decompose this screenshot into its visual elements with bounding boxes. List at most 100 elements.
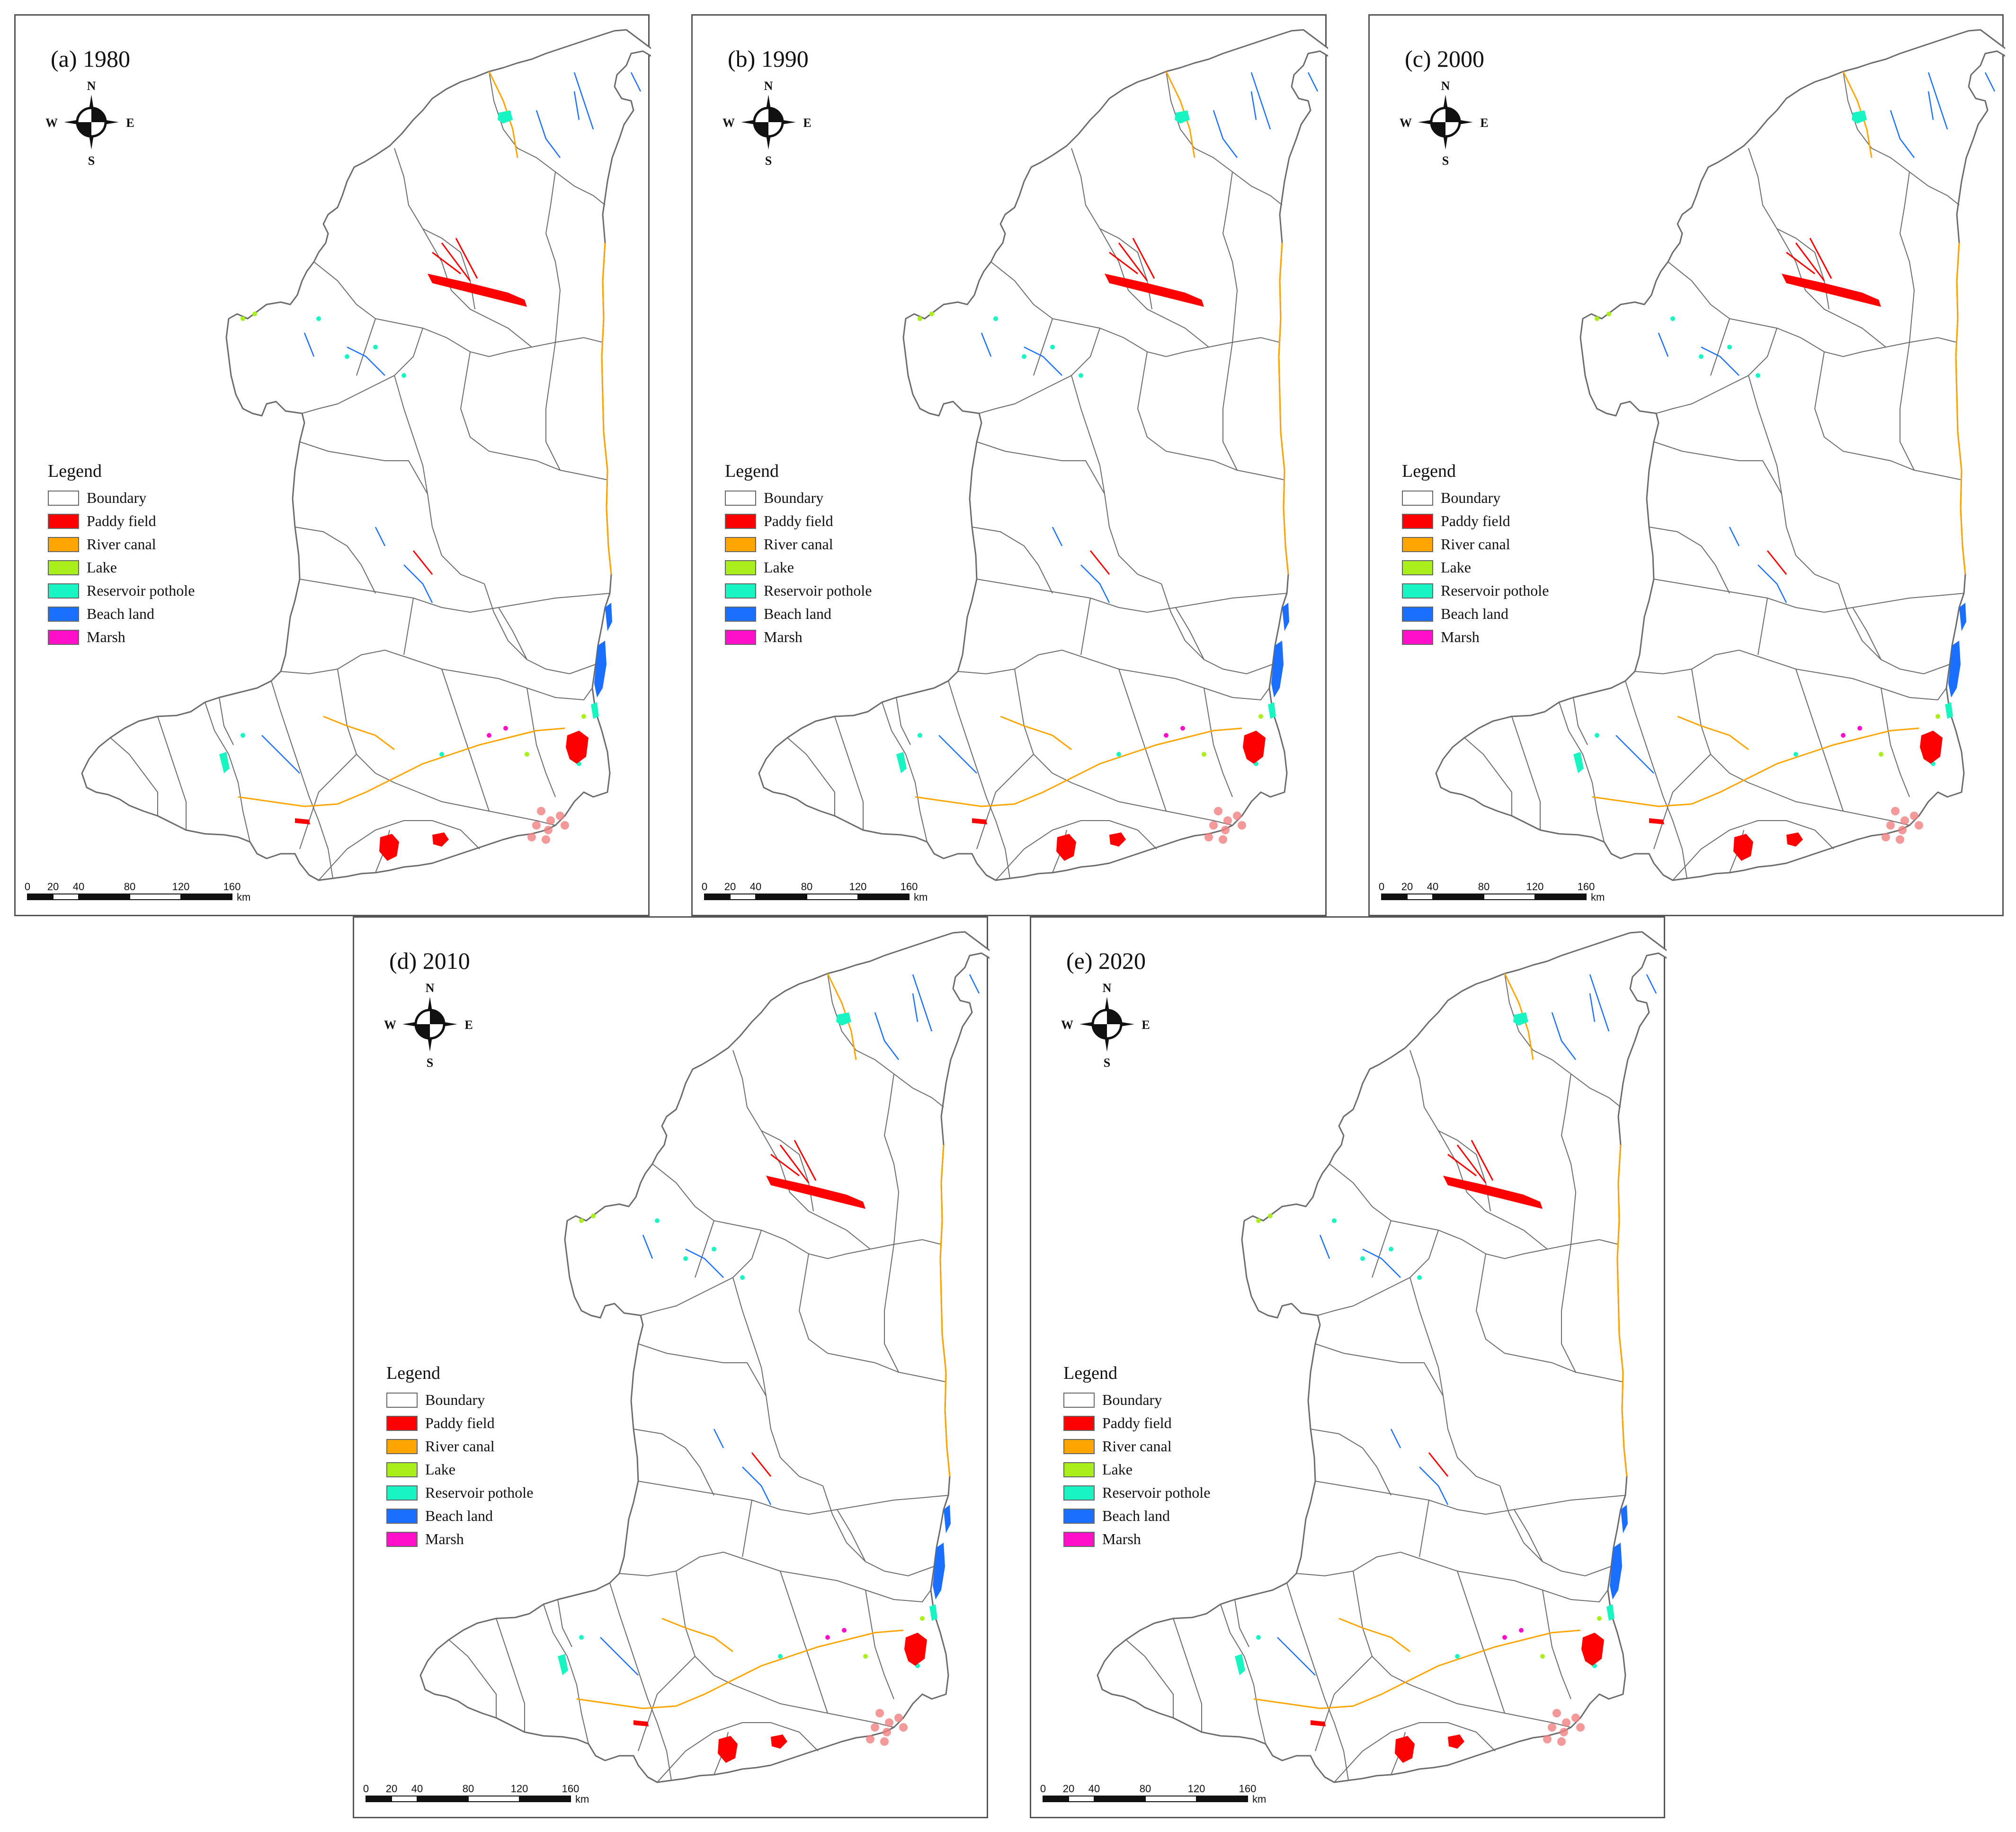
legend-label: Lake — [1441, 559, 1471, 576]
legend: Legend Boundary Paddy field River canal Lake… — [386, 1363, 533, 1551]
legend-swatch — [48, 536, 79, 552]
legend-item: Reservoir pothole — [1402, 579, 1549, 602]
compass-rose: N S E W — [723, 79, 812, 168]
legend-swatch — [1063, 1531, 1095, 1547]
reservoir-potholes — [558, 1012, 937, 1675]
compass-letter-e: E — [803, 116, 811, 130]
legend-item: River canal — [48, 533, 195, 556]
paddy-fields — [633, 1140, 927, 1763]
legend-label: Boundary — [425, 1391, 485, 1408]
scale-tick-label: 160 — [901, 881, 918, 893]
marsh — [1502, 1628, 1524, 1640]
compass-letter-n: N — [1441, 79, 1450, 93]
scale-tick-label: 0 — [363, 1783, 369, 1795]
legend-label: Boundary — [764, 489, 824, 506]
county-boundaries — [448, 973, 949, 1783]
scale-tick-label: 20 — [724, 881, 736, 893]
legend-item: Boundary — [48, 486, 195, 509]
legend: Legend Boundary Paddy field River canal Lake… — [1063, 1363, 1210, 1551]
legend-item: Beach land — [1402, 602, 1549, 626]
legend-item: River canal — [386, 1435, 533, 1458]
compass-letter-n: N — [764, 79, 773, 93]
legend-title: Legend — [725, 461, 779, 481]
legend-item: River canal — [1063, 1435, 1210, 1458]
beach-land-strips — [1277, 974, 1657, 1676]
scale-tick-label: 80 — [463, 1783, 474, 1795]
scale-tick-label: 40 — [411, 1783, 423, 1795]
legend-item: Marsh — [386, 1528, 533, 1551]
legend-label: Boundary — [87, 489, 147, 506]
legend-label: Reservoir pothole — [1102, 1484, 1211, 1501]
legend-swatch — [1402, 606, 1433, 622]
legend-swatch — [1063, 1439, 1095, 1454]
scale-tick-label: 80 — [801, 881, 812, 893]
legend-label: River canal — [1102, 1438, 1172, 1455]
compass-letter-s: S — [765, 154, 772, 168]
panel-title: (c) 2000 — [1405, 45, 1484, 72]
reservoir-potholes — [896, 110, 1276, 773]
compass-letter-w: W — [1061, 1018, 1073, 1032]
legend-label: Beach land — [1441, 605, 1509, 622]
reservoir-potholes — [1573, 110, 1953, 773]
panel-title: (e) 2020 — [1066, 947, 1146, 974]
legend-swatch — [386, 1462, 418, 1477]
marsh — [1164, 726, 1185, 738]
scale-tick-label: 120 — [172, 881, 190, 893]
legend-label: Paddy field — [425, 1414, 495, 1431]
legend-swatch — [1402, 583, 1433, 599]
legend-swatch — [48, 583, 79, 599]
legend-swatch — [48, 606, 79, 622]
marsh — [825, 1628, 847, 1640]
legend-item: Lake — [48, 556, 195, 579]
compass-letter-w: W — [384, 1018, 396, 1032]
legend-item: Paddy field — [1402, 509, 1549, 533]
legend-label: Reservoir pothole — [764, 582, 872, 599]
legend-label: Reservoir pothole — [1441, 582, 1549, 599]
scale-tick-label: 0 — [25, 881, 30, 893]
paddy-fields — [1311, 1140, 1604, 1763]
legend-swatch — [386, 1508, 418, 1524]
map-panel-2020: N S E W 0 20 40 80 120 160 km (e) 2020 Legend Boundar… — [1030, 916, 1667, 1818]
legend-swatch — [1063, 1508, 1095, 1524]
legend-label: River canal — [764, 536, 833, 553]
panel-title: (d) 2010 — [389, 947, 470, 974]
legend-item: Reservoir pothole — [386, 1481, 533, 1504]
region-outline — [1097, 931, 1667, 1783]
legend-label: Beach land — [764, 605, 832, 622]
map-panel-2010: N S E W 0 20 40 80 120 160 km (d) 2010 Legend Boundar… — [353, 916, 990, 1818]
legend-item: Lake — [386, 1458, 533, 1481]
legend-swatch — [1063, 1415, 1095, 1431]
compass-letter-s: S — [1104, 1056, 1110, 1070]
river-canals — [1253, 973, 1628, 1709]
compass-letter-n: N — [1103, 981, 1112, 995]
scale-tick-label: 0 — [1379, 881, 1384, 893]
legend-label: Marsh — [87, 628, 125, 645]
scale-tick-label: 40 — [1088, 1783, 1100, 1795]
beach-land-strips — [1615, 72, 1996, 774]
legend-label: Paddy field — [1102, 1414, 1172, 1431]
paddy-fields — [295, 238, 589, 861]
county-boundaries — [787, 71, 1287, 881]
legend-item: Boundary — [1402, 486, 1549, 509]
scale-tick-label: 120 — [511, 1783, 528, 1795]
reservoir-potholes — [1235, 1012, 1615, 1675]
region-outline — [419, 931, 990, 1783]
reservoir-potholes — [219, 110, 599, 773]
legend-item: Boundary — [1063, 1388, 1210, 1412]
legend-label: Paddy field — [1441, 512, 1510, 529]
compass-rose: N S E W — [1061, 981, 1150, 1070]
legend-label: Beach land — [87, 605, 155, 622]
marsh — [487, 726, 508, 738]
scale-tick-label: 120 — [1526, 881, 1544, 893]
legend-label: Lake — [87, 559, 117, 576]
county-boundaries — [1125, 973, 1626, 1783]
legend-swatch — [1063, 1392, 1095, 1408]
beach-land-strips — [938, 72, 1319, 774]
scale-tick-label: 20 — [47, 881, 59, 893]
legend-title: Legend — [386, 1363, 440, 1383]
scale-unit: km — [237, 891, 250, 903]
